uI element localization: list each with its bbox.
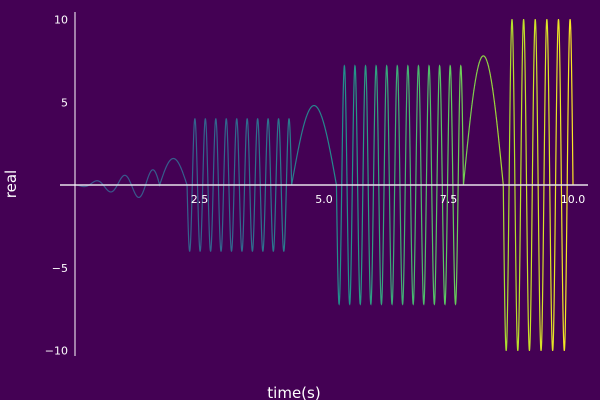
x-axis-title: time(s) [267,384,320,400]
x-tick-label: 10.0 [561,193,586,206]
y-axis-title: real [2,170,20,198]
x-tick-label: 5.0 [315,193,333,206]
y-tick-label: 5 [61,96,68,109]
y-tick-label: 10 [54,14,68,27]
x-tick-label: 2.5 [191,193,209,206]
y-tick-label: −5 [52,262,68,275]
x-tick-label: 7.5 [440,193,458,206]
axes-layer: 2.5 5.0 7.5 10.0 −10 −5 5 10 [45,12,588,358]
y-tick-label: −10 [45,345,68,358]
